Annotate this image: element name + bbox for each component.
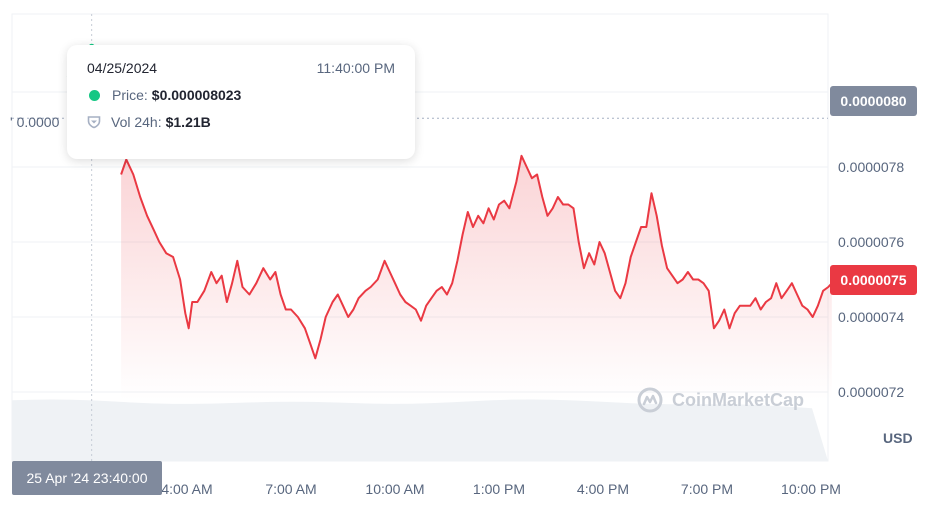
cursor-time-badge: 25 Apr '24 23:40:00 [12,461,162,495]
watermark: CoinMarketCap [636,386,804,414]
watermark-text: CoinMarketCap [672,389,805,410]
cursor-price-badge: 0.0000080 [830,86,917,116]
coinmarketcap-logo-icon [637,387,663,413]
x-tick-label: 1:00 PM [473,481,525,497]
x-tick-label: 4:00 AM [161,481,212,497]
currency-label: USD [883,430,913,446]
y-tick-label: 0.0000072 [838,384,904,400]
chart-tooltip: 04/25/2024 11:40:00 PM Price: $0.0000080… [67,45,415,159]
tooltip-price-label: Price: [112,87,148,103]
x-tick-label: 10:00 AM [365,481,424,497]
volume-shield-icon [87,116,101,129]
x-tick-label: 7:00 AM [265,481,316,497]
price-area-fill [121,155,832,400]
y-axis: 0.0000072 0.0000074 0.0000076 0.0000078 [838,159,904,400]
y-tick-label: 0.0000074 [838,309,904,325]
x-tick-label: 7:00 PM [681,481,733,497]
y-tick-label: 0.0000078 [838,159,904,175]
price-line [120,154,833,360]
x-axis: 4:00 AM 7:00 AM 10:00 AM 1:00 PM 4:00 PM 7:00… [161,481,841,497]
tooltip-time: 11:40:00 PM [316,60,395,76]
cut-off-price-label: ' 0.0000 [10,114,60,130]
price-dot-icon [89,89,100,101]
volume-area [12,399,828,461]
x-tick-label: 4:00 PM [577,481,629,497]
tooltip-price-value: $0.000008023 [151,87,242,103]
y-tick-label: 0.0000076 [838,234,904,250]
x-tick-label: 10:00 PM [781,481,841,497]
current-price-badge: 0.0000075 [830,265,917,295]
tooltip-volume-value: $1.21B [165,114,211,130]
tooltip-volume-label: Vol 24h: [111,114,162,130]
tooltip-date: 04/25/2024 [87,60,158,76]
